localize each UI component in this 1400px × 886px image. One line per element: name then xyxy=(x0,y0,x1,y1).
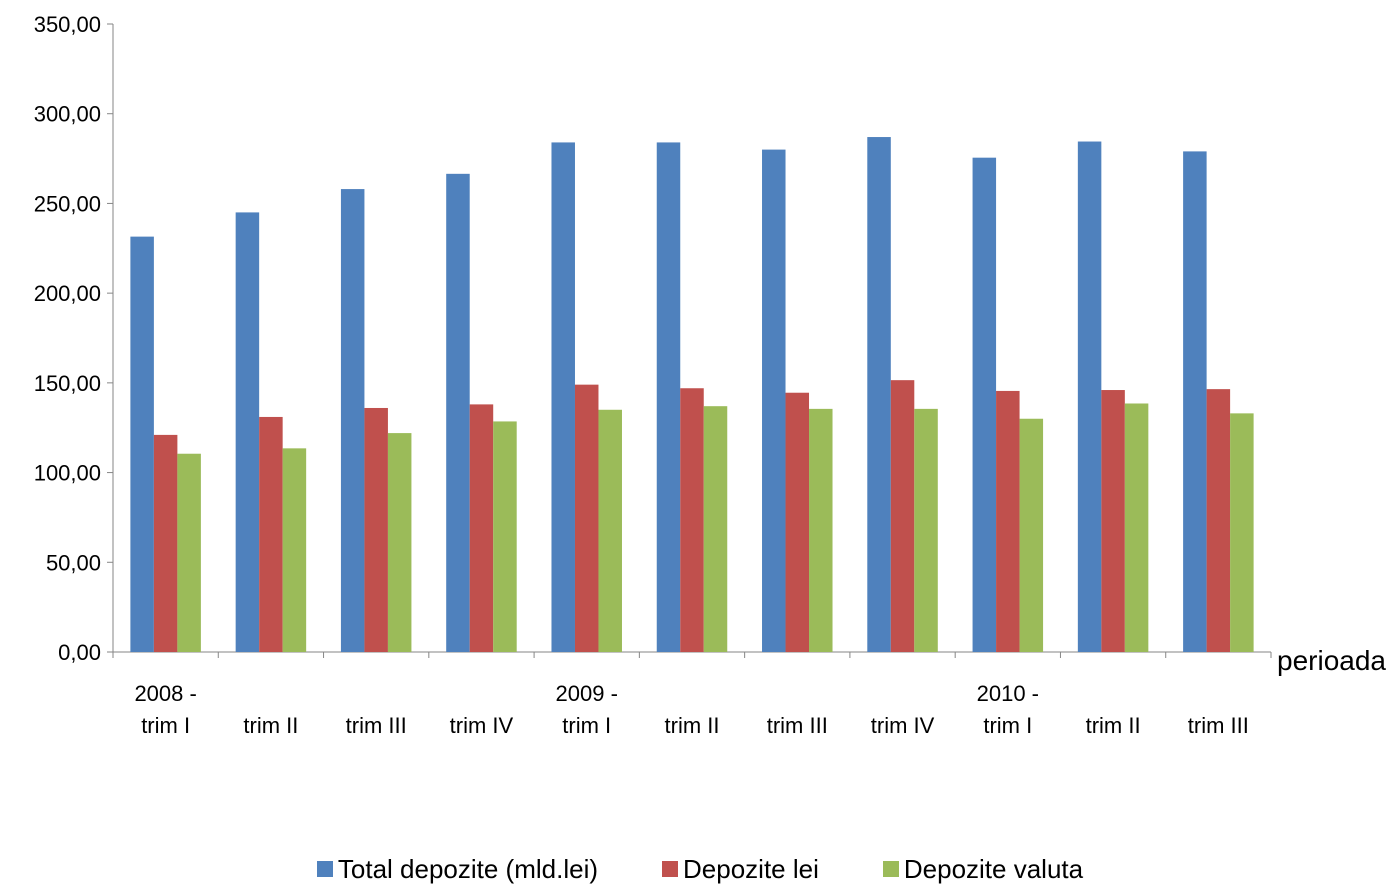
x-tick-label: trim III xyxy=(1188,713,1249,738)
y-tick-label: 100,00 xyxy=(34,461,101,486)
bar-valuta xyxy=(387,433,412,652)
bar-total xyxy=(446,173,470,652)
y-tick-label: 150,00 xyxy=(34,371,101,396)
x-tick-label: trim II xyxy=(243,713,298,738)
bar-lei xyxy=(469,404,494,652)
bar-lei xyxy=(996,390,1020,652)
bar-total xyxy=(130,236,154,652)
bar-lei xyxy=(364,407,388,652)
bar-valuta xyxy=(914,408,938,652)
y-tick-label: 300,00 xyxy=(34,102,101,127)
legend-item: Depozite valuta xyxy=(882,854,1084,884)
y-tick-label: 0,00 xyxy=(58,640,101,665)
legend-swatch xyxy=(662,861,679,877)
bar-total xyxy=(340,189,365,652)
bar-lei xyxy=(680,388,704,652)
x-tick-label: 2009 -trim I xyxy=(556,681,618,738)
x-axis-title: perioada xyxy=(1277,645,1386,676)
y-tick-label: 50,00 xyxy=(46,550,101,575)
bar-valuta xyxy=(1019,418,1044,652)
bar-valuta xyxy=(282,448,307,652)
bar-lei xyxy=(574,384,599,652)
bar-lei xyxy=(890,380,915,652)
y-tick-label: 250,00 xyxy=(34,191,101,216)
bar-total xyxy=(762,149,786,652)
bar-total xyxy=(551,142,575,652)
bar-total xyxy=(972,157,997,652)
legend-swatch xyxy=(882,861,899,877)
legend-label: Depozite valuta xyxy=(903,854,1084,884)
legend-swatch xyxy=(316,861,333,877)
bar-valuta xyxy=(1230,413,1254,652)
x-tick-label: trim II xyxy=(1086,713,1141,738)
bar-lei xyxy=(1101,390,1125,652)
bar-valuta xyxy=(598,409,622,652)
bar-lei xyxy=(1206,389,1231,652)
bar-valuta xyxy=(493,421,517,652)
bar-total xyxy=(1183,151,1207,652)
chart-legend: Total depozite (mld.lei) Depozite lei Depo… xyxy=(0,852,1400,886)
bar-valuta xyxy=(1124,403,1149,652)
x-tick-label: 2010 -trim I xyxy=(977,681,1039,738)
bar-total xyxy=(1077,141,1102,653)
x-tick-label: 2008 -trim I xyxy=(134,681,196,738)
legend-label: Depozite lei xyxy=(683,854,819,884)
legend-label: Total depozite (mld.lei) xyxy=(337,854,599,884)
bar-total xyxy=(235,212,260,652)
bar-lei xyxy=(785,392,810,652)
x-tick-label: trim II xyxy=(665,713,720,738)
bar-lei xyxy=(259,416,283,652)
x-tick-label: trim IV xyxy=(450,713,514,738)
y-tick-label: 350,00 xyxy=(34,12,101,37)
bar-total xyxy=(867,137,891,653)
y-tick-label: 200,00 xyxy=(34,281,101,306)
bar-valuta xyxy=(809,408,833,652)
bar-chart: 0,00 50,00 100,00 150,00 200,00 250,00 300,00 3… xyxy=(34,12,1387,738)
legend-item: Depozite lei xyxy=(662,856,819,882)
x-tick-label: trim IV xyxy=(871,713,935,738)
legend-item: Total depozite (mld.lei) xyxy=(316,854,599,884)
x-tick-label: trim III xyxy=(346,713,407,738)
bar-total xyxy=(656,142,681,652)
bar-valuta xyxy=(177,453,201,652)
bar-lei xyxy=(153,434,178,652)
bar-valuta xyxy=(703,406,728,652)
x-tick-label: trim III xyxy=(767,713,828,738)
